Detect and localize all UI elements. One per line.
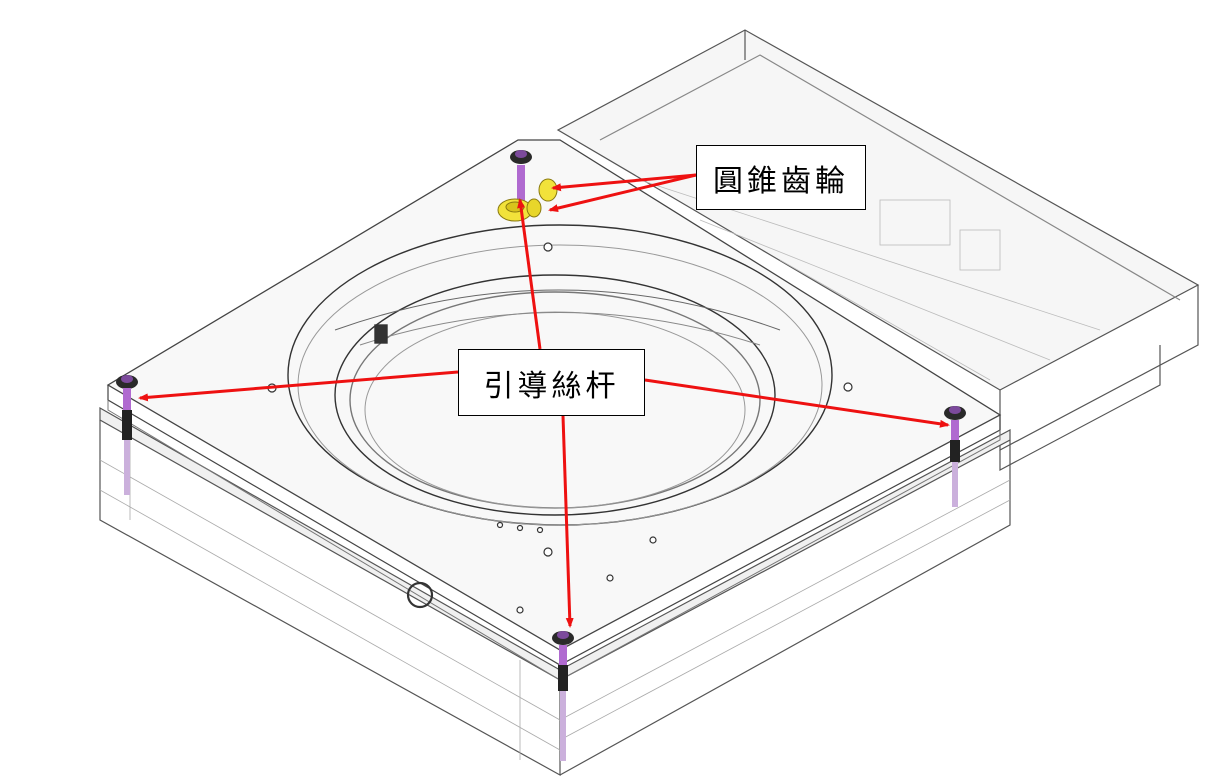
lead-screw-right: [944, 406, 966, 507]
lead-screw-left: [116, 375, 138, 495]
arrow-lead-left: [138, 370, 459, 402]
arrow-lead-bottom: [561, 415, 574, 628]
arrow-bevel-2: [548, 173, 697, 213]
arrow-bevel-1: [551, 173, 697, 192]
callout-arrows: [138, 173, 950, 628]
lead-screw-bottom: [552, 631, 574, 761]
arrow-lead-right: [644, 378, 950, 428]
lead-screw-label: 引導絲杆: [458, 349, 645, 416]
arrow-lead-top: [517, 198, 542, 350]
lead-screw-top: [510, 150, 532, 203]
bevel-gear-label: 圓錐齒輪: [696, 145, 866, 210]
